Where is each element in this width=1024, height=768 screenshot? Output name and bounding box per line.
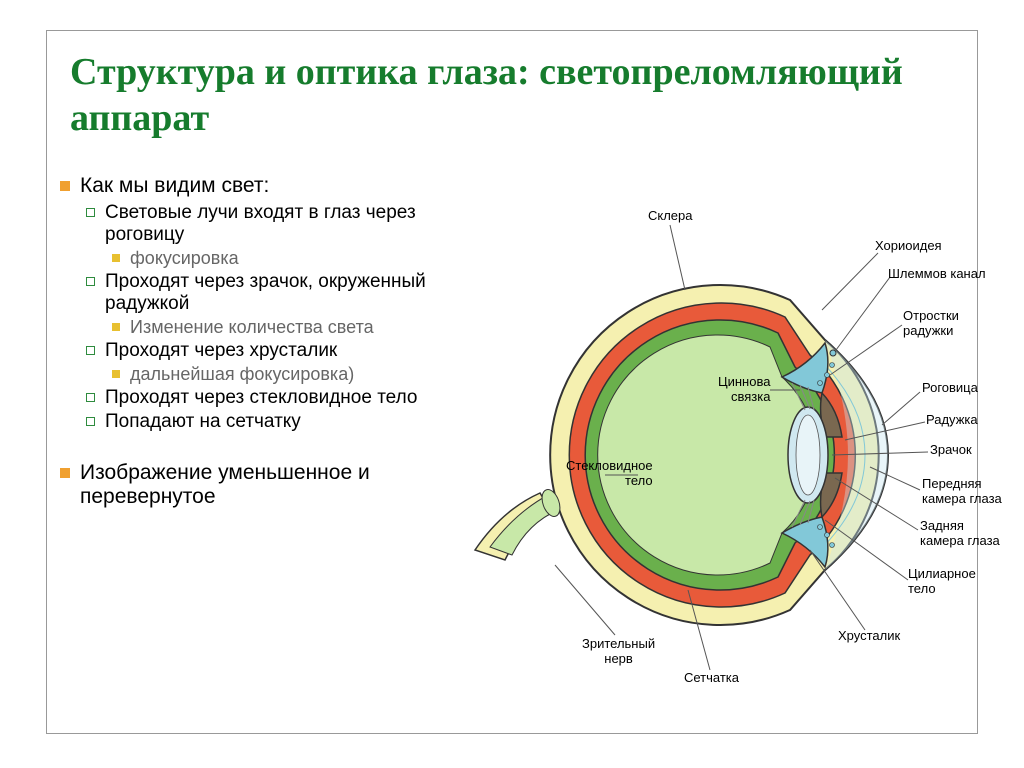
- bullet-intro: Как мы видим свет:: [60, 174, 480, 198]
- bullet-item: Проходят через хрусталик: [86, 340, 480, 362]
- text: фокусировка: [130, 248, 239, 269]
- label-cornea: Роговица: [922, 380, 978, 395]
- label-iris: Радужка: [926, 412, 978, 427]
- label-choroid: Хориоидея: [875, 238, 942, 253]
- bullet-icon: [112, 323, 120, 331]
- bullet-icon: [112, 370, 120, 378]
- text: Попадают на сетчатку: [105, 411, 301, 433]
- text: Изменение количества света: [130, 317, 374, 338]
- bullet-outro: Изображение уменьшенное и перевернутое: [60, 461, 480, 509]
- label-pupil: Зрачок: [930, 442, 972, 457]
- bullet-icon: [60, 468, 70, 478]
- eye-diagram: Склера Хориоидея Шлеммов канал Отростки …: [470, 190, 1000, 720]
- bullet-icon: [86, 277, 95, 286]
- bullet-item: Попадают на сетчатку: [86, 411, 480, 433]
- bullet-icon: [86, 393, 95, 402]
- bullet-sub: фокусировка: [112, 248, 480, 269]
- bullet-icon: [60, 181, 70, 191]
- bullet-content: Как мы видим свет: Световые лучи входят …: [60, 170, 480, 513]
- label-iris-process: Отростки радужки: [903, 308, 959, 338]
- bullet-item: Световые лучи входят в глаз через рогови…: [86, 202, 480, 246]
- label-sclera: Склера: [648, 208, 693, 223]
- text: Проходят через стекловидное тело: [105, 387, 417, 409]
- bullet-icon: [112, 254, 120, 262]
- text: Световые лучи входят в глаз через рогови…: [105, 202, 480, 246]
- bullet-icon: [86, 346, 95, 355]
- bullet-icon: [86, 417, 95, 426]
- label-lens: Хрусталик: [838, 628, 900, 643]
- bullet-item: Проходят через стекловидное тело: [86, 387, 480, 409]
- label-optic-nerve: Зрительный нерв: [582, 636, 655, 666]
- bullet-item: Проходят через зрачок, окруженный радужк…: [86, 271, 480, 315]
- text: Как мы видим свет:: [80, 174, 269, 198]
- label-retina: Сетчатка: [684, 670, 739, 685]
- label-zinn: Циннова связка: [718, 374, 770, 404]
- bullet-icon: [86, 208, 95, 217]
- bullet-sub: Изменение количества света: [112, 317, 480, 338]
- text: Проходят через хрусталик: [105, 340, 337, 362]
- label-anterior: Передняя камера глаза: [922, 476, 1002, 506]
- label-ciliary: Цилиарное тело: [908, 566, 976, 596]
- label-schlemm: Шлеммов канал: [888, 266, 986, 281]
- text: Проходят через зрачок, окруженный радужк…: [105, 271, 480, 315]
- label-vitreous: Стекловидное тело: [566, 458, 653, 488]
- text: Изображение уменьшенное и перевернутое: [80, 461, 480, 509]
- text: дальнейшая фокусировка): [130, 364, 354, 385]
- label-posterior: Задняя камера глаза: [920, 518, 1000, 548]
- slide-title: Структура и оптика глаза: светопреломляю…: [70, 50, 1024, 141]
- bullet-sub: дальнейшая фокусировка): [112, 364, 480, 385]
- schlemm-dot: [830, 350, 836, 356]
